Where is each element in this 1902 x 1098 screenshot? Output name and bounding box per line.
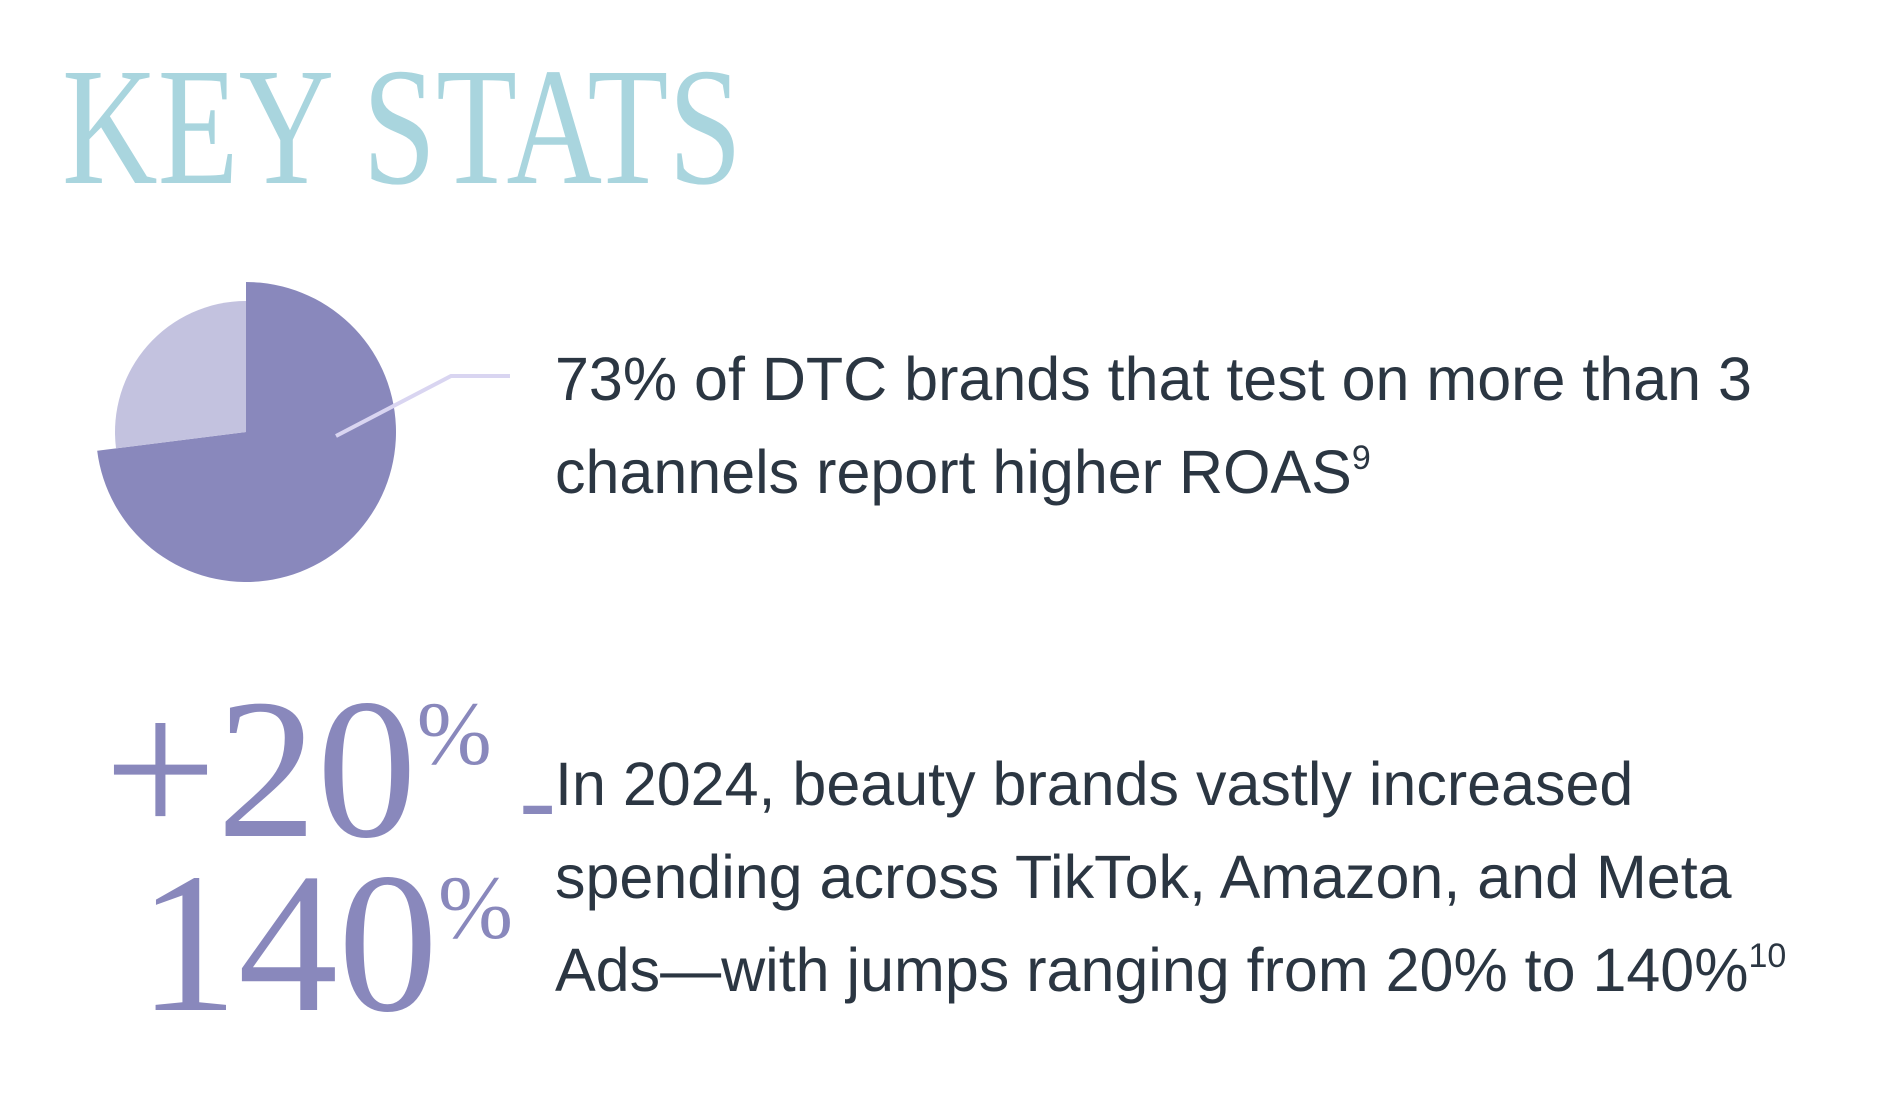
figure-sup: % <box>438 859 513 958</box>
stat-line: In 2024, beauty brands vastly increased <box>555 750 1633 818</box>
stats: 73% of DTC brands that test on more than… <box>104 345 1786 1054</box>
stat-line: spending across TikTok, Amazon, and Meta <box>555 843 1732 911</box>
figure-tail: - <box>492 738 556 860</box>
figure-line: 140% <box>138 833 513 1054</box>
stat-text: % of DTC brands that test on more than 3 <box>623 345 1752 413</box>
title: KEY STATS <box>62 34 742 220</box>
stat-line: channels report higher ROAS9 <box>555 438 1371 506</box>
stat-line: 73% of DTC brands that test on more than… <box>555 345 1752 413</box>
leader-line <box>335 374 510 438</box>
pie <box>97 282 510 583</box>
stat-text: channels report higher ROAS <box>555 438 1352 506</box>
pie-rest <box>115 301 247 449</box>
figure-number: +20 <box>104 659 417 880</box>
stat-line: Ads—with jumps ranging from 20% to 140%1… <box>555 936 1786 1004</box>
figure-sup: % <box>417 685 492 784</box>
figure-number: 140 <box>138 833 438 1054</box>
stat-text: In 2024, beauty brands vastly increased <box>555 750 1633 818</box>
footnote: 10 <box>1748 937 1786 975</box>
footnote: 9 <box>1352 439 1371 477</box>
figure-line: +20% - <box>104 659 556 880</box>
stat-text: spending across TikTok, Amazon, and Meta <box>555 843 1732 911</box>
pie-slice <box>97 282 396 583</box>
stat-percent: 73 <box>555 345 623 413</box>
stat-text: Ads—with jumps ranging from 20% to 140% <box>555 936 1748 1004</box>
